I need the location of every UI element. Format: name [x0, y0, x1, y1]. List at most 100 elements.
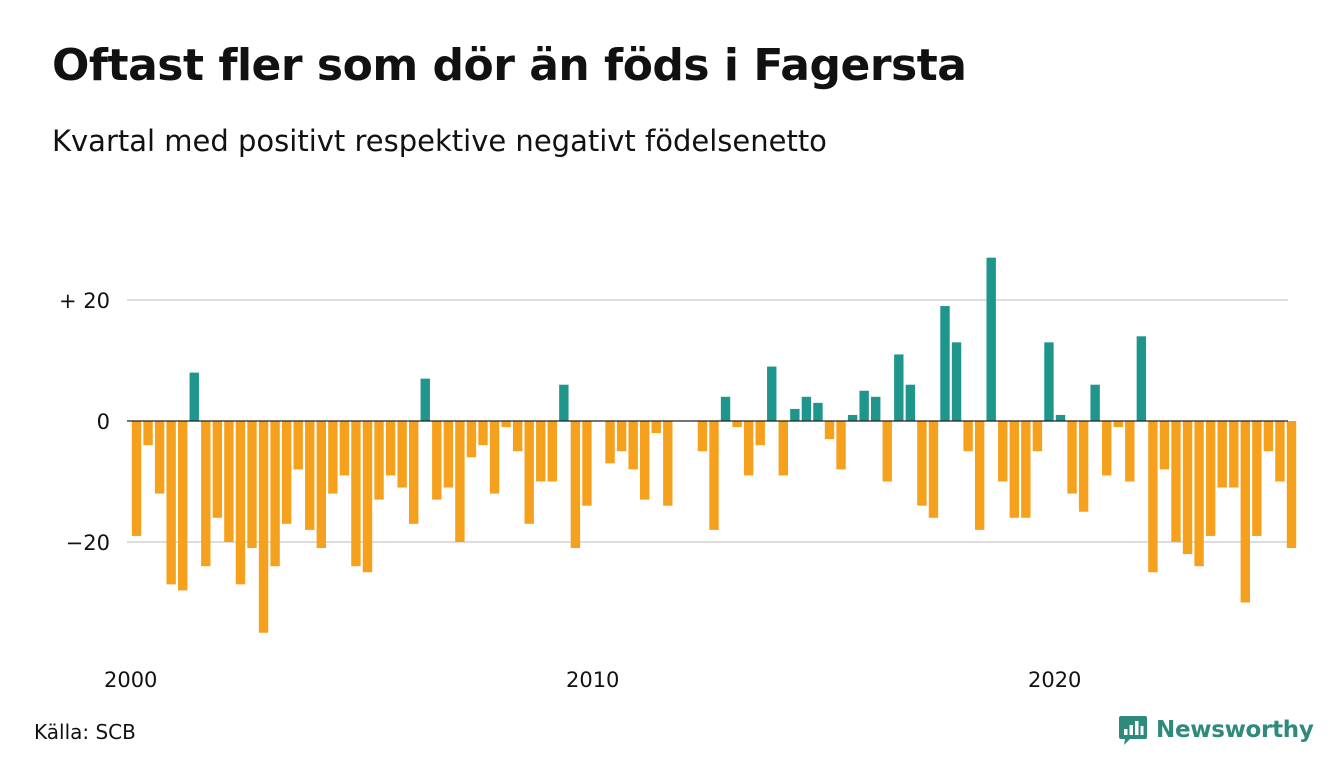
- brand-logo: Newsworthy: [1118, 714, 1314, 746]
- source-note: Källa: SCB: [34, 720, 136, 744]
- bar-negative: [455, 421, 465, 542]
- bar-negative: [131, 421, 142, 536]
- bar-negative: [663, 421, 673, 506]
- bar-negative: [293, 421, 303, 470]
- bar-positive: [940, 306, 950, 421]
- bars: [131, 257, 1297, 633]
- bar-positive: [559, 384, 569, 421]
- bar-negative: [709, 421, 719, 530]
- bar-negative: [1182, 421, 1193, 555]
- bar-negative: [374, 421, 384, 500]
- axes: + 20 0 −20 2000 2010 2020: [59, 289, 1288, 692]
- bar-negative: [154, 421, 165, 494]
- bar-negative: [697, 421, 708, 452]
- bar-negative: [443, 421, 454, 488]
- bar-negative: [917, 421, 927, 506]
- bar-positive: [1055, 414, 1066, 421]
- bar-positive: [986, 257, 996, 421]
- chart-title: Oftast fler som dör än föds i Fagersta: [52, 40, 967, 91]
- bar-negative: [166, 421, 176, 585]
- bar-negative: [1252, 421, 1262, 536]
- bar-negative: [224, 421, 234, 542]
- bar-negative: [281, 421, 292, 524]
- bar-negative: [258, 421, 269, 633]
- bar-negative: [1009, 421, 1019, 518]
- bar-negative: [640, 421, 650, 500]
- bar-negative: [963, 421, 973, 452]
- bar-negative: [1078, 421, 1089, 512]
- bar-positive: [859, 390, 869, 421]
- bar-positive: [1090, 384, 1100, 421]
- bar-negative: [1148, 421, 1158, 573]
- bar-negative: [201, 421, 211, 567]
- bar-negative: [432, 421, 442, 500]
- bar-negative: [397, 421, 407, 488]
- bar-negative: [1021, 421, 1031, 518]
- bar-negative: [1286, 421, 1297, 549]
- y-tick-label: 0: [97, 410, 110, 434]
- bar-negative: [743, 421, 754, 476]
- bar-positive: [847, 414, 858, 421]
- bar-negative: [270, 421, 280, 567]
- bar-negative: [836, 421, 846, 470]
- bar-negative: [547, 421, 557, 482]
- bar-positive: [720, 396, 731, 421]
- bar-negative: [570, 421, 581, 549]
- bar-positive: [894, 354, 904, 421]
- bar-positive: [189, 372, 199, 421]
- bar-negative: [362, 421, 373, 573]
- bar-negative: [501, 421, 511, 428]
- bar-negative: [1067, 421, 1077, 494]
- bar-positive: [1044, 342, 1054, 421]
- bar-negative: [536, 421, 546, 482]
- bar-negative: [235, 421, 246, 585]
- bar-negative: [524, 421, 534, 524]
- bar-negative: [732, 421, 742, 428]
- bar-negative: [1217, 421, 1227, 488]
- bar-negative: [143, 421, 153, 446]
- bar-negative: [212, 421, 223, 518]
- bar-negative: [1102, 421, 1112, 476]
- newsworthy-logo-icon: [1119, 716, 1147, 745]
- bar-negative: [1194, 421, 1204, 567]
- x-tick-label: 2000: [104, 668, 157, 692]
- bar-negative: [466, 421, 477, 458]
- brand-name: Newsworthy: [1156, 717, 1314, 743]
- bar-negative: [928, 421, 939, 518]
- bar-negative: [489, 421, 500, 494]
- bar-negative: [409, 421, 419, 524]
- bar-negative: [824, 421, 835, 440]
- bar-negative: [1240, 421, 1250, 603]
- chart-subtitle: Kvartal med positivt respektive negativt…: [52, 124, 827, 158]
- bar-negative: [1205, 421, 1216, 536]
- bar-negative: [1171, 421, 1181, 542]
- bar-negative: [882, 421, 892, 482]
- x-tick-label: 2010: [566, 668, 619, 692]
- bar-negative: [1113, 421, 1123, 428]
- bar-negative: [478, 421, 488, 446]
- bar-negative: [778, 421, 788, 476]
- bar-negative: [316, 421, 326, 549]
- bar-negative: [385, 421, 396, 476]
- bar-positive: [790, 408, 800, 421]
- bar-positive: [1136, 336, 1147, 421]
- bar-negative: [1032, 421, 1043, 452]
- bar-negative: [974, 421, 985, 530]
- bar-negative: [305, 421, 315, 530]
- bar-positive: [767, 366, 777, 421]
- bar-negative: [605, 421, 615, 464]
- bar-negative: [351, 421, 361, 567]
- bar-negative: [582, 421, 592, 506]
- bar-positive: [871, 396, 881, 421]
- x-tick-label: 2020: [1028, 668, 1081, 692]
- bar-negative: [1125, 421, 1135, 482]
- bar-negative: [247, 421, 257, 549]
- bar-negative: [1159, 421, 1170, 470]
- bar-negative: [1263, 421, 1274, 452]
- bar-negative: [651, 421, 661, 434]
- bar-negative: [339, 421, 350, 476]
- bar-positive: [905, 384, 916, 421]
- bar-negative: [178, 421, 188, 591]
- bar-negative: [755, 421, 765, 446]
